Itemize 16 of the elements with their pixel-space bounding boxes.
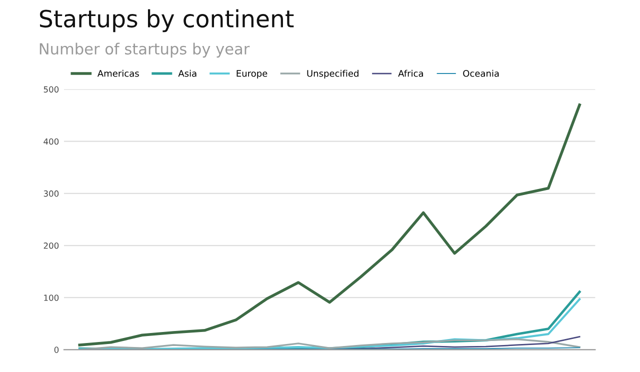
y-tick-label: 0 (54, 346, 59, 353)
legend-label: Oceania (463, 70, 499, 77)
y-tick-label: 500 (44, 86, 59, 93)
chart-subtitle: Number of startups by year (40, 42, 250, 58)
legend-label: Africa (398, 70, 423, 77)
y-tick-label: 300 (44, 190, 59, 197)
y-tick-label: 100 (44, 294, 59, 301)
y-tick-label: 400 (44, 138, 59, 145)
legend-label: Americas (97, 70, 139, 77)
legend-label: Unspecified (307, 70, 358, 79)
chart-title: Startups by continent (40, 9, 294, 32)
legend-label: Europe (236, 70, 268, 79)
line-series (78, 338, 580, 350)
line-series (78, 104, 581, 346)
y-tick-label: 200 (44, 242, 59, 249)
legend-label: Asia (178, 70, 196, 77)
